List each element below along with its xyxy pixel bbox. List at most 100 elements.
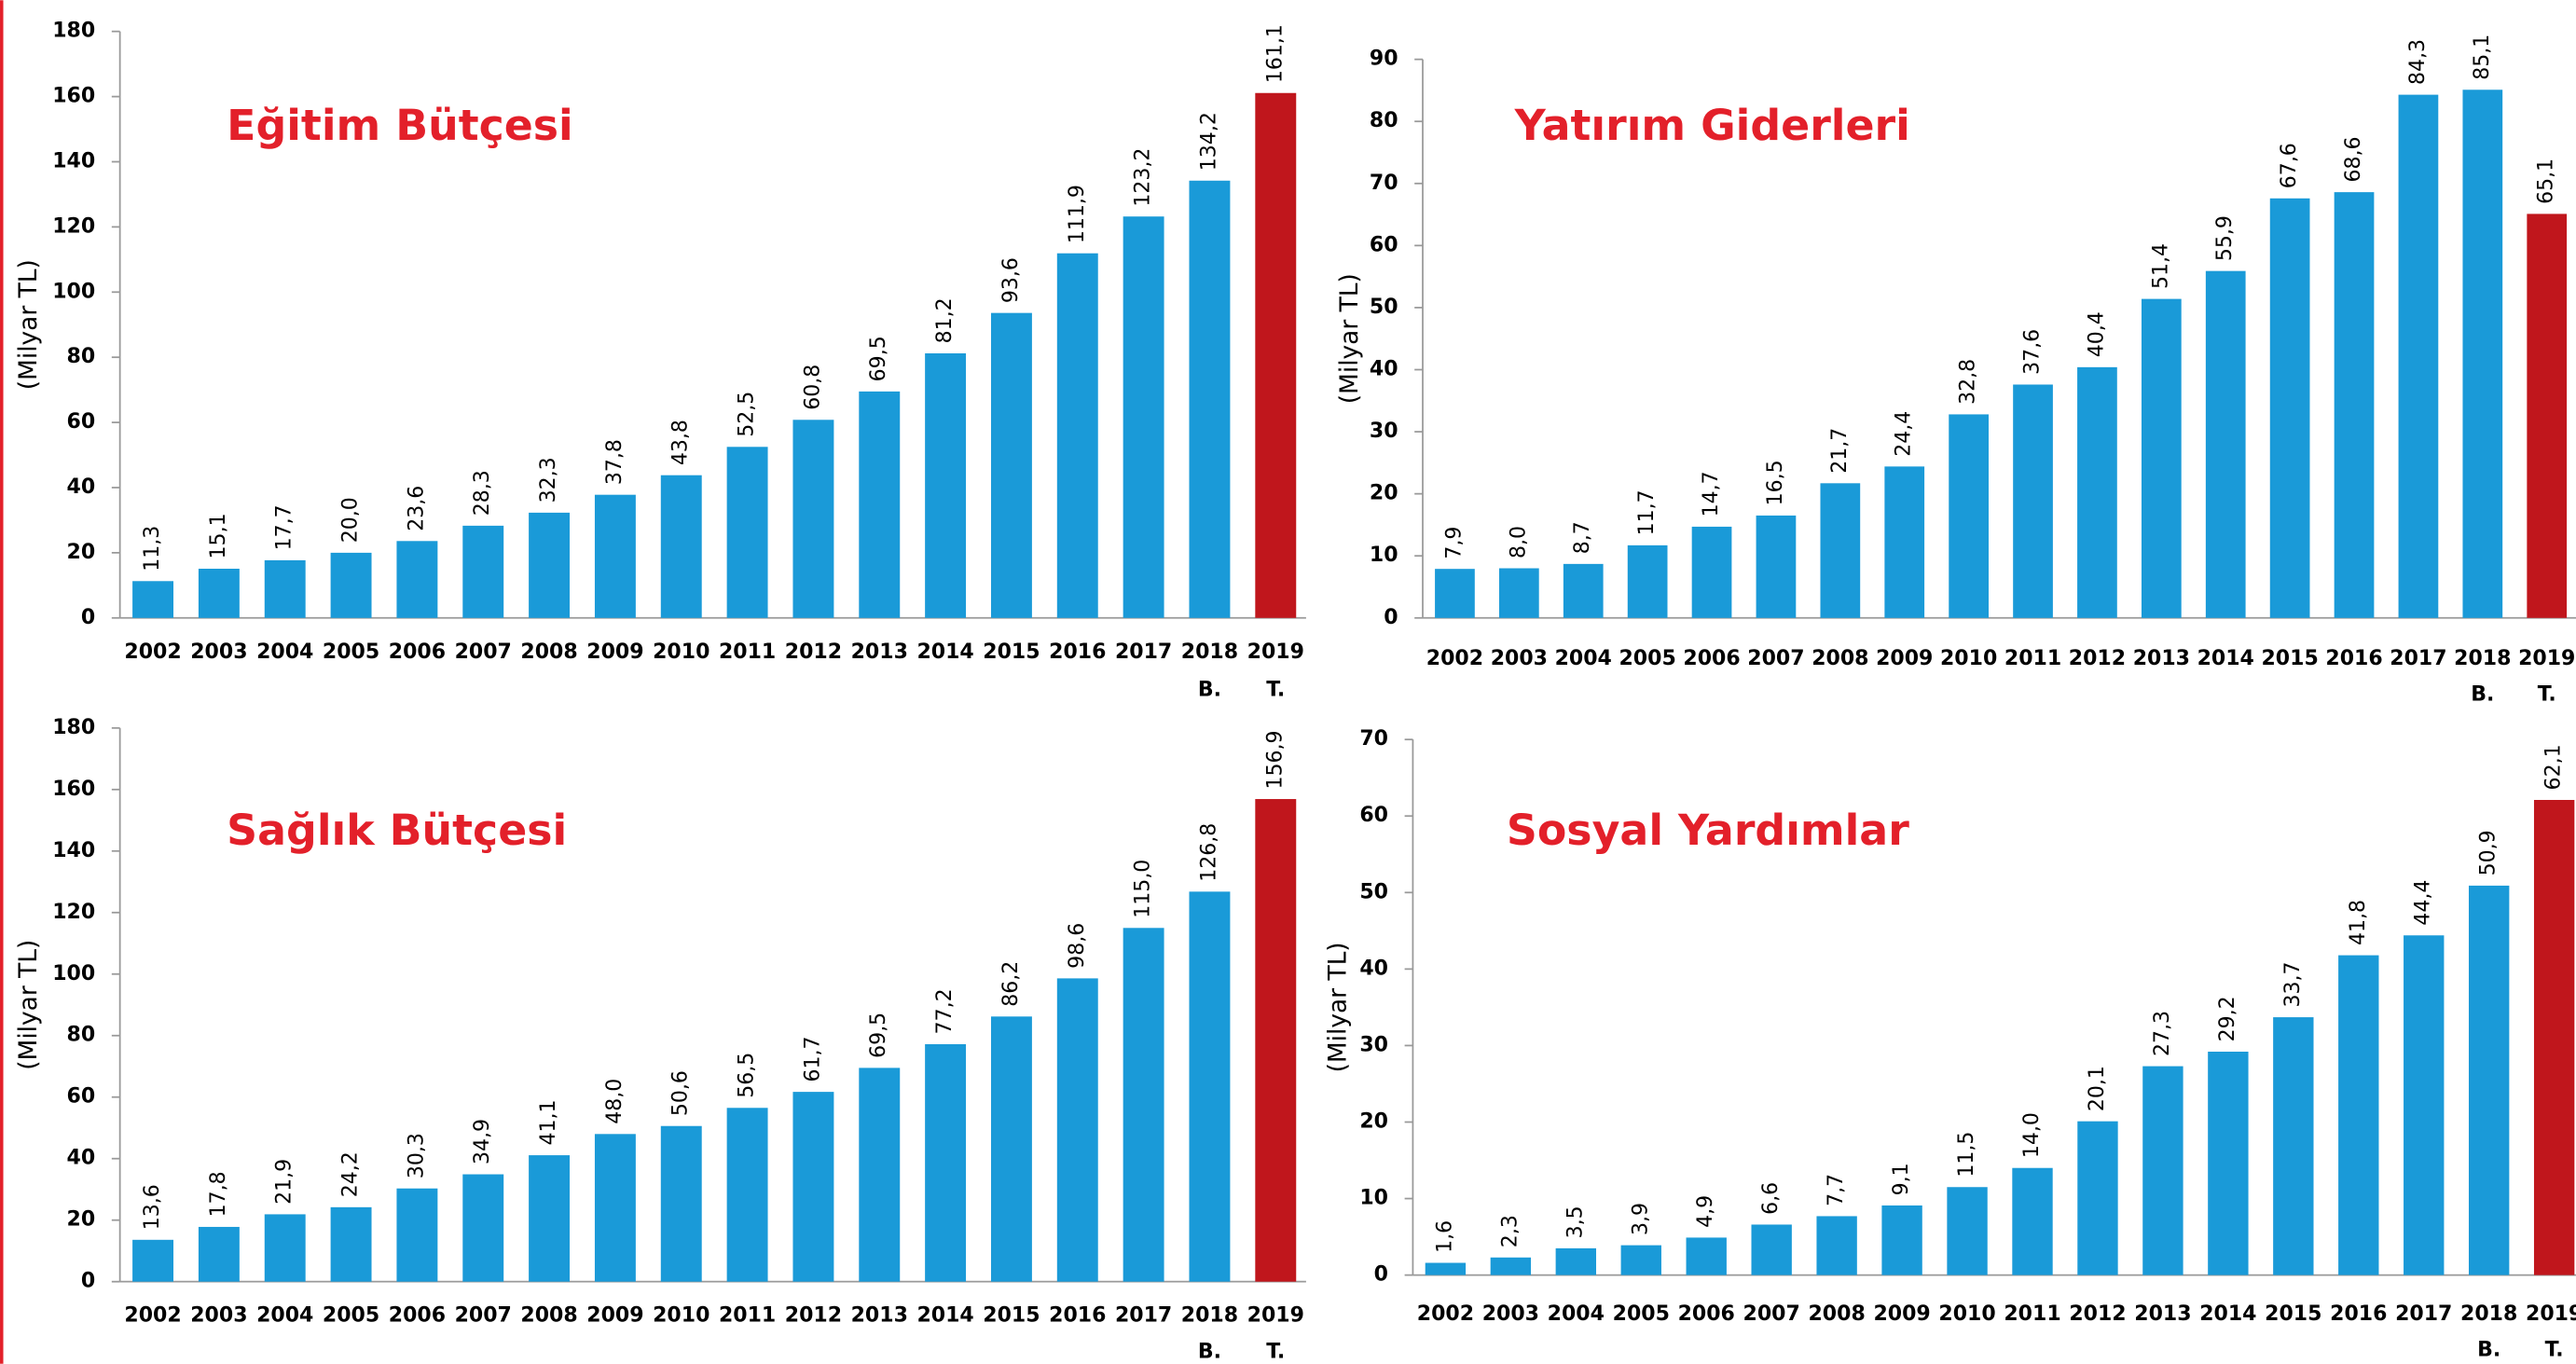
x-tick-label: 2014 bbox=[916, 1304, 973, 1328]
bar bbox=[2141, 298, 2182, 618]
value-label: 50,6 bbox=[669, 1070, 693, 1116]
y-tick-label: 160 bbox=[52, 778, 95, 801]
y-tick-label: 40 bbox=[67, 1147, 96, 1170]
bar bbox=[660, 1125, 702, 1282]
value-label: 3,5 bbox=[1564, 1206, 1587, 1238]
value-label: 24,4 bbox=[1893, 411, 1916, 457]
bar bbox=[1555, 1247, 1596, 1275]
value-label: 43,8 bbox=[669, 420, 693, 465]
bar bbox=[1563, 563, 1604, 618]
x-tick-label: 2005 bbox=[1613, 1302, 1670, 1326]
value-label: 11,7 bbox=[1635, 489, 1659, 535]
x-tick-label: 2007 bbox=[455, 641, 512, 664]
bar bbox=[925, 352, 967, 618]
x-tick-label: 2004 bbox=[1548, 1302, 1605, 1326]
y-tick-label: 140 bbox=[52, 149, 95, 172]
bar bbox=[2269, 198, 2310, 618]
value-label: 7,7 bbox=[1825, 1174, 1848, 1206]
bar bbox=[2469, 885, 2510, 1275]
bar bbox=[2338, 955, 2379, 1275]
x-tick-note: B. bbox=[2477, 1339, 2500, 1362]
x-tick-label: 2015 bbox=[983, 1304, 1040, 1328]
x-tick-label: 2010 bbox=[653, 641, 709, 664]
x-tick-label: 2018 bbox=[1181, 1304, 1238, 1328]
bar bbox=[1686, 1237, 1727, 1275]
bar bbox=[264, 559, 306, 618]
x-tick-label: 2008 bbox=[520, 1304, 577, 1328]
x-tick-note: B. bbox=[1198, 678, 1221, 701]
x-tick-label: 2013 bbox=[2133, 647, 2190, 670]
value-label: 11,3 bbox=[141, 526, 164, 572]
bar bbox=[726, 447, 768, 618]
value-label: 50,9 bbox=[2477, 830, 2500, 875]
bar bbox=[1123, 928, 1164, 1282]
bar bbox=[1056, 978, 1098, 1282]
y-tick-label: 60 bbox=[67, 1085, 96, 1109]
x-tick-label: 2016 bbox=[2330, 1302, 2387, 1326]
y-axis-label: (Milyar TL) bbox=[1335, 273, 1364, 404]
value-label: 14,0 bbox=[2020, 1112, 2044, 1158]
x-tick-label: 2013 bbox=[851, 641, 908, 664]
x-tick-label: 2002 bbox=[1426, 647, 1483, 670]
value-label: 37,6 bbox=[2021, 329, 2045, 375]
y-tick-label: 40 bbox=[1370, 358, 1398, 381]
y-tick-label: 60 bbox=[67, 410, 96, 434]
x-tick-label: 2009 bbox=[586, 1304, 643, 1328]
x-tick-label: 2005 bbox=[323, 641, 379, 664]
value-label: 1,6 bbox=[1433, 1220, 1456, 1253]
bar bbox=[1498, 568, 1539, 618]
x-tick-label: 2011 bbox=[2004, 647, 2061, 670]
value-label: 126,8 bbox=[1197, 823, 1220, 882]
bar bbox=[660, 475, 702, 618]
value-label: 61,7 bbox=[801, 1037, 824, 1082]
value-label: 40,4 bbox=[2085, 311, 2108, 357]
bar bbox=[1820, 483, 1861, 618]
value-label: 32,8 bbox=[1957, 359, 1980, 405]
x-tick-label: 2002 bbox=[124, 1304, 181, 1328]
bar bbox=[925, 1043, 967, 1282]
x-tick-label: 2011 bbox=[719, 1304, 776, 1328]
bar bbox=[990, 1016, 1032, 1282]
y-tick-label: 70 bbox=[1359, 727, 1388, 751]
y-tick-label: 30 bbox=[1370, 420, 1398, 443]
y-tick-label: 180 bbox=[52, 716, 95, 739]
bar bbox=[1691, 526, 1732, 618]
x-tick-label: 2007 bbox=[1743, 1302, 1800, 1326]
value-label: 51,4 bbox=[2149, 243, 2172, 289]
x-tick-label: 2015 bbox=[983, 641, 1040, 664]
value-label: 28,3 bbox=[471, 470, 494, 516]
x-tick-label: 2015 bbox=[2265, 1302, 2321, 1326]
y-tick-label: 120 bbox=[52, 901, 95, 924]
x-tick-label: 2008 bbox=[1808, 1302, 1865, 1326]
y-tick-label: 10 bbox=[1370, 544, 1398, 567]
y-tick-label: 40 bbox=[1359, 957, 1388, 980]
value-label: 86,2 bbox=[999, 961, 1023, 1007]
bar bbox=[529, 1155, 571, 1282]
bar bbox=[1056, 253, 1098, 618]
x-tick-label: 2007 bbox=[455, 1304, 512, 1328]
bar bbox=[2398, 94, 2439, 618]
x-tick-label: 2010 bbox=[1940, 647, 1997, 670]
value-label: 30,3 bbox=[405, 1133, 428, 1178]
chart-panel: 0 20 40 60 80 100 120 140 160 180 2002 13,6 2003 17,8… bbox=[14, 716, 1306, 1363]
x-tick-label: 2009 bbox=[1876, 647, 1933, 670]
y-tick-label: 80 bbox=[67, 345, 96, 368]
x-tick-note: T. bbox=[2545, 1339, 2564, 1362]
y-tick-label: 0 bbox=[81, 1270, 95, 1293]
x-tick-label: 2018 bbox=[2454, 647, 2511, 670]
y-tick-label: 80 bbox=[1370, 109, 1398, 132]
bar bbox=[1425, 1262, 1467, 1275]
bar bbox=[1816, 1216, 1857, 1275]
value-label: 17,8 bbox=[207, 1171, 230, 1217]
value-label: 34,9 bbox=[471, 1119, 494, 1164]
value-label: 14,7 bbox=[1700, 471, 1723, 517]
x-tick-label: 2002 bbox=[1417, 1302, 1474, 1326]
x-tick-label: 2018 bbox=[1181, 641, 1238, 664]
bar bbox=[1189, 180, 1231, 618]
bar bbox=[594, 1134, 636, 1282]
value-label: 24,2 bbox=[339, 1151, 363, 1197]
bar bbox=[2273, 1017, 2314, 1275]
y-tick-label: 0 bbox=[1374, 1263, 1388, 1287]
